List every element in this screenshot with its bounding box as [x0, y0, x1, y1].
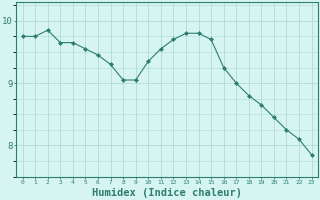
X-axis label: Humidex (Indice chaleur): Humidex (Indice chaleur)	[92, 188, 242, 198]
